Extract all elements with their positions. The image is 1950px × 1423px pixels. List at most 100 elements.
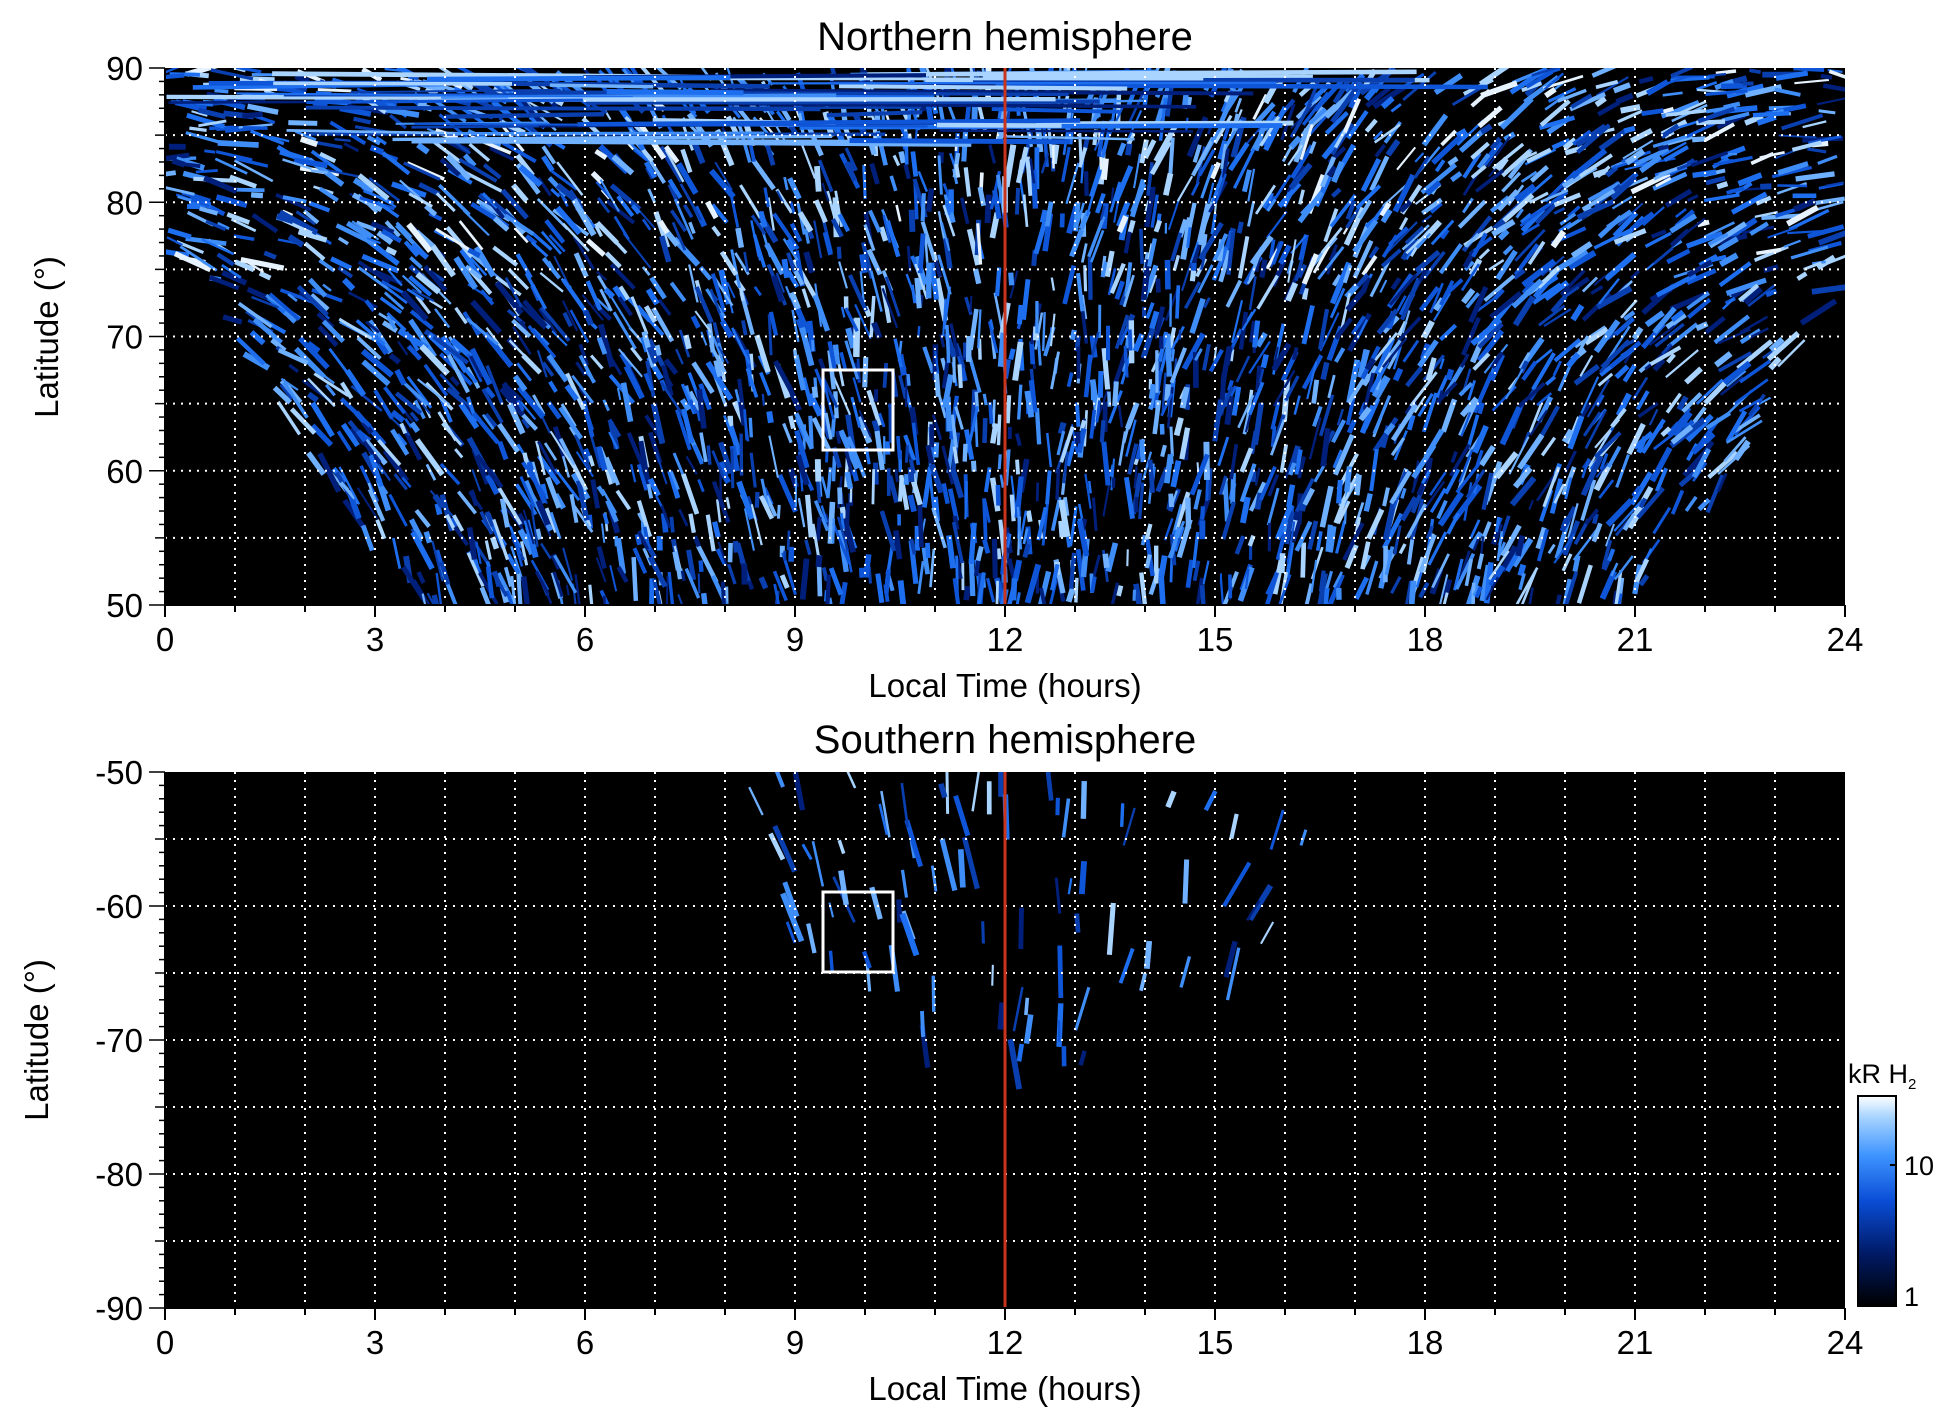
emission-streak — [1364, 215, 1379, 229]
emission-streak — [1221, 501, 1236, 540]
emission-streak — [375, 519, 387, 540]
emission-streak — [546, 354, 569, 383]
emission-streak — [1705, 474, 1725, 514]
emission-streak — [1036, 506, 1048, 541]
emission-streak — [426, 592, 435, 605]
emission-streak — [1269, 419, 1286, 456]
emission-streak — [851, 469, 859, 482]
emission-streak — [794, 429, 810, 469]
emission-streak — [827, 341, 837, 369]
emission-streak — [649, 160, 666, 184]
emission-streak — [330, 256, 353, 271]
emission-streak — [379, 296, 403, 315]
emission-streak — [1029, 158, 1036, 184]
emission-streak — [1144, 940, 1153, 969]
emission-streak — [540, 415, 552, 434]
emission-streak — [669, 516, 675, 533]
emission-streak — [377, 439, 402, 467]
emission-streak — [1479, 444, 1496, 467]
emission-streak — [671, 221, 687, 251]
emission-streak — [1613, 555, 1634, 581]
emission-streak — [636, 530, 650, 551]
emission-streak — [1031, 249, 1038, 267]
emission-streak — [1521, 81, 1543, 93]
emission-streak — [1457, 199, 1487, 229]
emission-streak — [410, 530, 435, 570]
emission-streak — [741, 563, 748, 585]
emission-streak — [1345, 288, 1367, 312]
emission-streak — [1704, 315, 1726, 335]
emission-streak — [1291, 347, 1299, 361]
emission-streak — [717, 541, 728, 566]
emission-streak — [574, 573, 582, 605]
emission-streak — [897, 514, 901, 526]
emission-arc — [513, 90, 1069, 97]
emission-streak — [569, 493, 579, 524]
emission-streak — [482, 331, 514, 368]
emission-streak — [957, 364, 963, 389]
emission-streak — [889, 175, 898, 192]
emission-streak — [1716, 181, 1729, 190]
emission-streak — [1456, 119, 1485, 147]
emission-streak — [497, 120, 525, 153]
emission-streak — [1572, 555, 1581, 573]
emission-streak — [1582, 411, 1602, 437]
emission-streak — [1511, 537, 1534, 568]
emission-streak — [1767, 226, 1798, 239]
emission-streak — [280, 377, 299, 391]
emission-streak — [1552, 360, 1563, 377]
emission-streak — [409, 309, 434, 331]
emission-streak — [941, 355, 951, 389]
emission-streak — [812, 294, 831, 332]
emission-streak — [1793, 68, 1825, 73]
emission-streak — [1665, 312, 1687, 330]
emission-arc — [767, 81, 1277, 85]
emission-streak — [1138, 482, 1145, 520]
emission-streak — [619, 352, 633, 370]
emission-streak — [1707, 450, 1739, 479]
emission-streak — [560, 403, 577, 428]
emission-streak — [1490, 523, 1503, 546]
emission-streak — [1056, 430, 1066, 456]
emission-streak — [1297, 190, 1324, 224]
emission-streak — [1009, 494, 1016, 522]
emission-streak — [1091, 497, 1098, 532]
emission-streak — [641, 218, 652, 231]
emission-streak — [878, 412, 886, 428]
emission-streak — [294, 346, 327, 380]
emission-streak — [424, 204, 438, 217]
emission-streak — [1315, 531, 1323, 551]
emission-streak — [663, 145, 680, 164]
emission-streak — [401, 476, 412, 489]
emission-streak — [1713, 314, 1751, 345]
emission-streak — [1194, 348, 1203, 361]
emission-streak — [555, 205, 582, 236]
emission-streak — [1617, 109, 1643, 124]
emission-streak — [609, 263, 636, 290]
emission-streak — [914, 277, 922, 309]
emission-streak — [1664, 188, 1693, 208]
emission-streak — [1726, 370, 1747, 388]
emission-streak — [475, 541, 482, 565]
emission-streak — [1168, 493, 1175, 508]
emission-streak — [351, 192, 383, 213]
emission-streak — [943, 237, 953, 269]
emission-streak — [1379, 279, 1388, 293]
emission-streak — [270, 338, 287, 353]
emission-streak — [294, 130, 317, 141]
emission-streak — [1325, 573, 1345, 605]
emission-streak — [954, 163, 961, 178]
emission-streak — [903, 164, 911, 180]
emission-streak — [1074, 402, 1081, 427]
emission-streak — [561, 278, 589, 315]
emission-streak — [1528, 403, 1543, 435]
emission-streak — [1015, 146, 1029, 184]
emission-streak — [869, 162, 880, 185]
emission-streak — [949, 467, 965, 499]
emission-streak — [1299, 829, 1308, 846]
emission-streak — [1536, 392, 1553, 407]
emission-streak — [1133, 466, 1138, 489]
emission-streak — [539, 483, 549, 500]
emission-streak — [1760, 183, 1772, 190]
emission-streak — [1122, 807, 1136, 846]
